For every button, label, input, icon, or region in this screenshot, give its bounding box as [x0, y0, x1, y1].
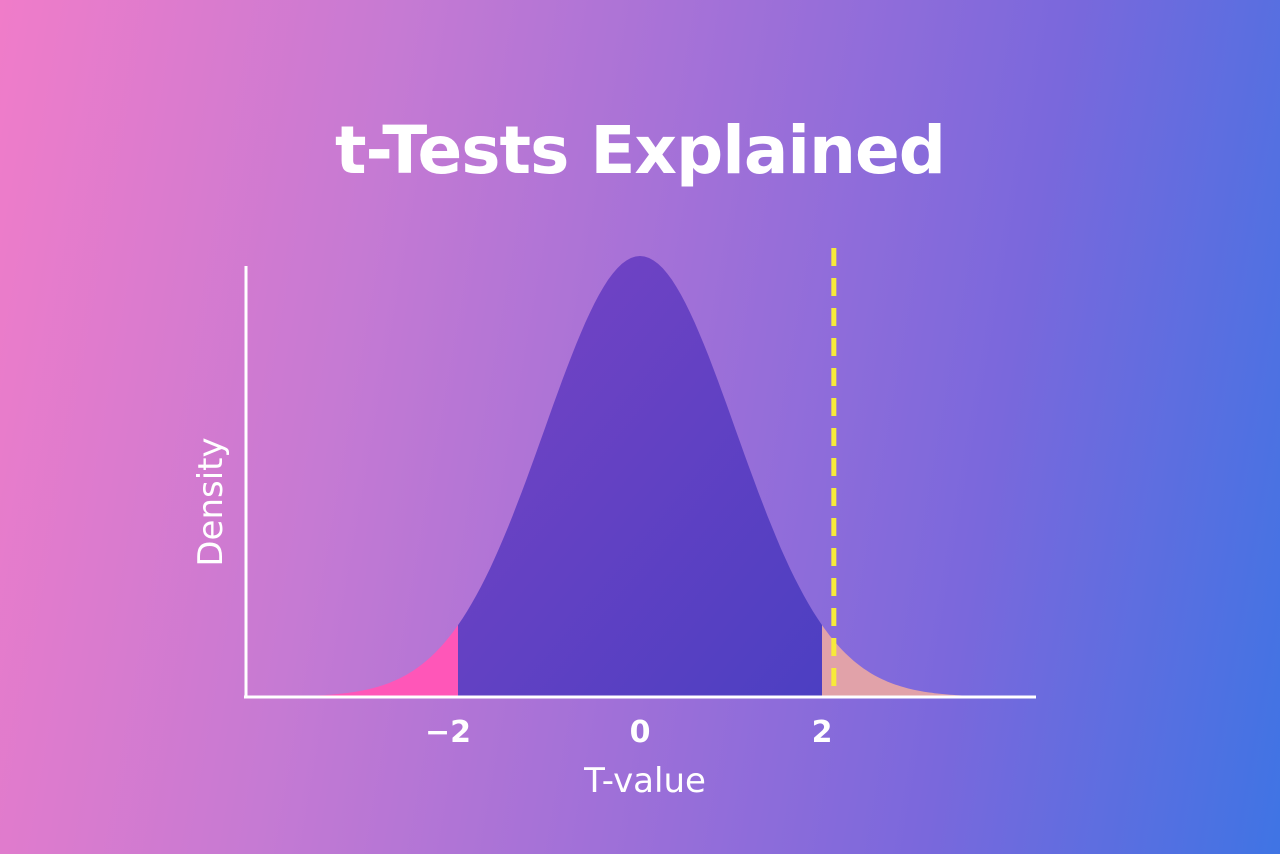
center-region — [458, 256, 822, 697]
chart-title: t-Tests Explained — [334, 112, 946, 189]
right-tail-region — [822, 625, 1032, 697]
x-axis-label: T-value — [583, 761, 706, 801]
x-tick-label: 2 — [812, 715, 833, 750]
y-axis-label: Density — [191, 437, 231, 566]
x-tick-label: −2 — [425, 715, 471, 750]
x-tick-label: 0 — [630, 715, 651, 750]
left-tail-region — [276, 625, 458, 697]
